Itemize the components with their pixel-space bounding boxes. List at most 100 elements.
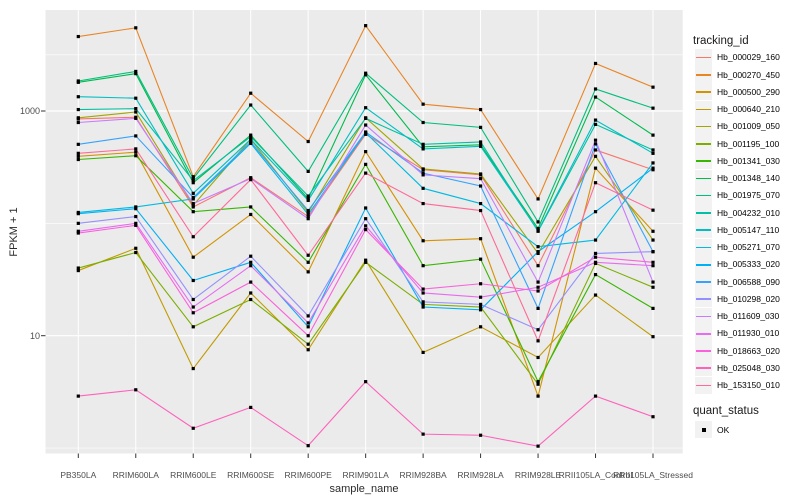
legend-key-line-icon (695, 83, 712, 101)
data-point (421, 147, 425, 151)
data-point (593, 210, 598, 214)
data-point (364, 224, 368, 228)
legend-label: Hb_000500_290 (717, 86, 780, 97)
data-point (191, 325, 195, 329)
data-point (651, 285, 655, 289)
data-point (306, 444, 310, 448)
data-point (134, 246, 138, 250)
data-point (249, 405, 253, 410)
data-point (651, 250, 655, 254)
data-point (593, 255, 598, 259)
data-point (306, 334, 310, 338)
data-point (421, 264, 425, 268)
data-point (536, 355, 540, 360)
x-tick-label: RRIM901LA (342, 470, 389, 480)
data-point (364, 130, 368, 134)
data-point (134, 221, 138, 225)
data-point (306, 270, 310, 274)
data-point (134, 205, 138, 209)
data-point (249, 137, 253, 141)
data-point (536, 226, 540, 231)
data-point (651, 166, 655, 170)
legend-key-line-icon (695, 273, 712, 291)
data-point (478, 295, 483, 299)
data-point (306, 342, 310, 346)
data-point (249, 212, 253, 217)
data-point (306, 208, 310, 213)
data-point (249, 297, 253, 302)
data-point (249, 133, 253, 137)
data-point (478, 107, 483, 112)
x-tick-label: RRIM928LA (457, 470, 504, 480)
legend-label: OK (717, 424, 730, 435)
data-point (76, 229, 80, 233)
y-tick-label: 1000 (19, 106, 40, 116)
data-point (364, 227, 368, 232)
data-point (191, 305, 195, 309)
data-point (249, 205, 253, 209)
data-point (478, 184, 483, 188)
data-point (421, 173, 425, 177)
data-point (421, 291, 425, 295)
data-point (134, 207, 138, 211)
legend-label: Hb_000029_160 (717, 52, 780, 63)
legend-title-quant-status: quant_status (693, 405, 759, 417)
data-point (364, 71, 368, 75)
data-point (536, 264, 540, 268)
data-point (364, 217, 368, 221)
legend-item-Hb_025048_030: Hb_025048_030 (695, 359, 780, 377)
legend-key-line-icon (695, 204, 712, 222)
x-tick-label: RRII105LA_Stressed (613, 470, 693, 480)
data-point (306, 198, 310, 203)
data-point (421, 145, 425, 149)
data-point (134, 223, 138, 227)
data-point (593, 148, 598, 152)
data-point (191, 181, 195, 185)
data-point (593, 138, 598, 142)
data-point (536, 444, 540, 448)
data-point (536, 197, 540, 201)
data-point (76, 142, 80, 146)
legend-key-line-icon (695, 307, 712, 325)
legend-label: Hb_000640_210 (717, 104, 780, 115)
data-point (593, 251, 598, 256)
legend-item-Hb_001975_070: Hb_001975_070 (695, 186, 780, 204)
data-point (536, 339, 540, 343)
data-point (191, 311, 195, 315)
data-point (651, 208, 655, 212)
data-point (364, 258, 368, 262)
data-point (593, 61, 598, 66)
legend-key-line-icon (695, 221, 712, 239)
data-point (421, 287, 425, 291)
data-point (593, 122, 598, 126)
data-point (76, 120, 80, 125)
data-point (478, 144, 483, 148)
data-point (306, 212, 310, 217)
data-point (364, 123, 368, 127)
data-point (306, 314, 310, 318)
x-tick-label: RRII105LA_Control (558, 470, 633, 480)
data-point (651, 151, 655, 155)
data-point (249, 140, 253, 144)
data-point (364, 171, 368, 175)
quant-ok-key-icon (695, 421, 712, 438)
legend-item-Hb_005333_020: Hb_005333_020 (695, 255, 780, 273)
legend-key-line-icon (695, 169, 712, 187)
data-point (651, 229, 655, 233)
data-point (76, 231, 80, 235)
legend-key-line-icon (695, 152, 712, 170)
legend-key-line-icon (695, 186, 712, 204)
legend-item-Hb_006588_090: Hb_006588_090 (695, 273, 780, 291)
data-point (651, 280, 655, 284)
data-point (76, 95, 80, 99)
legend-label: Hb_006588_090 (717, 276, 780, 287)
data-point (134, 110, 138, 114)
data-point (421, 201, 425, 206)
data-point (478, 257, 483, 261)
data-point (191, 278, 195, 283)
legend-label: Hb_153150_010 (717, 380, 780, 391)
legend-label: Hb_010298_020 (717, 293, 780, 304)
data-point (536, 280, 540, 284)
data-point (191, 203, 195, 207)
